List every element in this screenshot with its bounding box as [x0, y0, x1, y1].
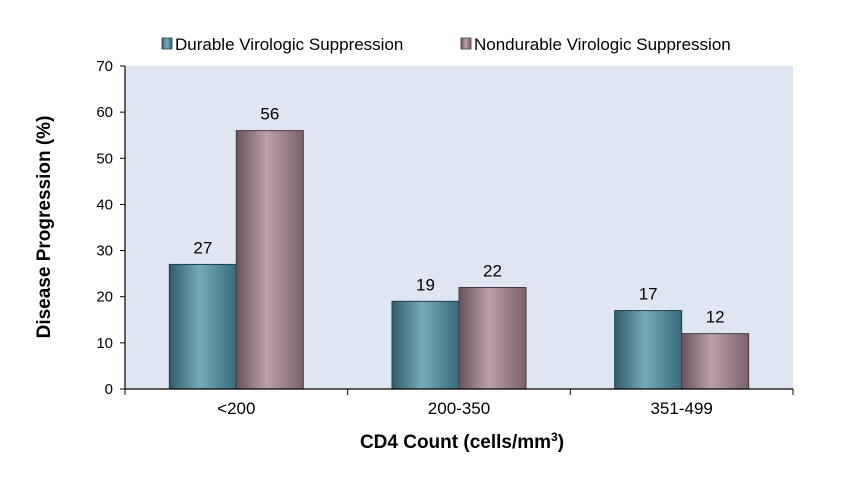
legend-swatch: [161, 37, 173, 50]
y-axis-title: Disease Progression (%): [34, 116, 55, 339]
bar-durable-1: [391, 300, 460, 390]
legend: Durable Virologic Suppression Nondurable …: [161, 35, 731, 54]
data-label: 56: [260, 105, 279, 124]
data-label: 12: [706, 308, 725, 327]
bars-layer: [168, 130, 750, 390]
y-tick-label: 20: [96, 289, 113, 306]
y-tick-label: 10: [96, 335, 113, 352]
x-axis-title: CD4 Count (cells/mm3): [360, 430, 564, 453]
bar-nondurable-1: [458, 286, 527, 390]
legend-label: Nondurable Virologic Suppression: [474, 35, 731, 54]
legend-swatch: [460, 37, 472, 50]
y-tick-label: 60: [96, 104, 113, 121]
y-tick-label: 0: [105, 381, 113, 398]
bar-nondurable-0: [235, 130, 304, 390]
x-tick-label: 351-499: [650, 399, 712, 418]
legend-label: Durable Virologic Suppression: [175, 35, 403, 54]
data-label: 17: [639, 285, 658, 304]
bar-durable-2: [614, 310, 683, 390]
data-label: 27: [193, 238, 212, 257]
y-tick-label: 50: [96, 150, 113, 167]
y-tick-label: 30: [96, 243, 113, 260]
x-tick-label: 200-350: [428, 399, 490, 418]
x-tick-label: <200: [217, 399, 255, 418]
bar-nondurable-2: [681, 333, 750, 390]
y-tick-label: 70: [96, 58, 113, 75]
data-label: 22: [483, 261, 502, 280]
y-tick-label: 40: [96, 196, 113, 213]
axes-layer: 0 10 20 30 40 50 60 70: [96, 58, 794, 398]
bar-durable-0: [168, 263, 237, 390]
labels-layer: 27 56 <200 19 22 200-350 17 12 351-499: [193, 105, 724, 418]
data-label: 19: [416, 275, 435, 294]
